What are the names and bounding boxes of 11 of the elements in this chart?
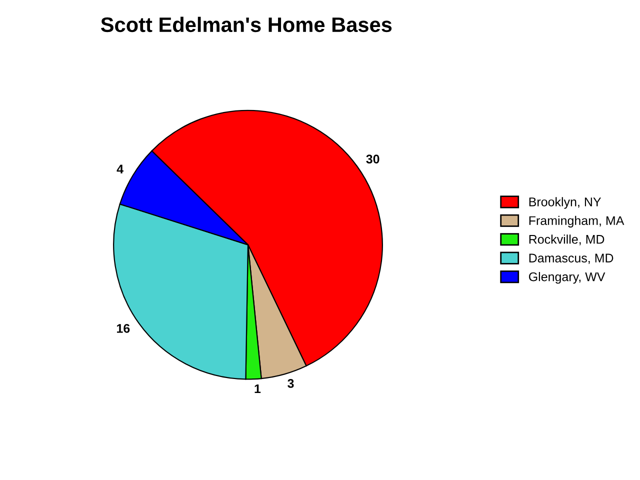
legend-label: Glengary, WV bbox=[528, 272, 606, 284]
legend-label: Framingham, MA bbox=[529, 216, 624, 228]
data-label: 1 bbox=[254, 384, 261, 394]
data-label: 3 bbox=[288, 379, 294, 388]
legend-label: Damascus, MD bbox=[529, 254, 614, 264]
data-label: 16 bbox=[117, 324, 130, 333]
data-label: 4 bbox=[116, 164, 124, 174]
legend-label: Rockville, MD bbox=[529, 234, 604, 246]
chart-title: Scott Edelman's Home Bases bbox=[100, 16, 392, 32]
data-label: 30 bbox=[366, 154, 380, 164]
legend-label: Brooklyn, NY bbox=[529, 197, 602, 209]
